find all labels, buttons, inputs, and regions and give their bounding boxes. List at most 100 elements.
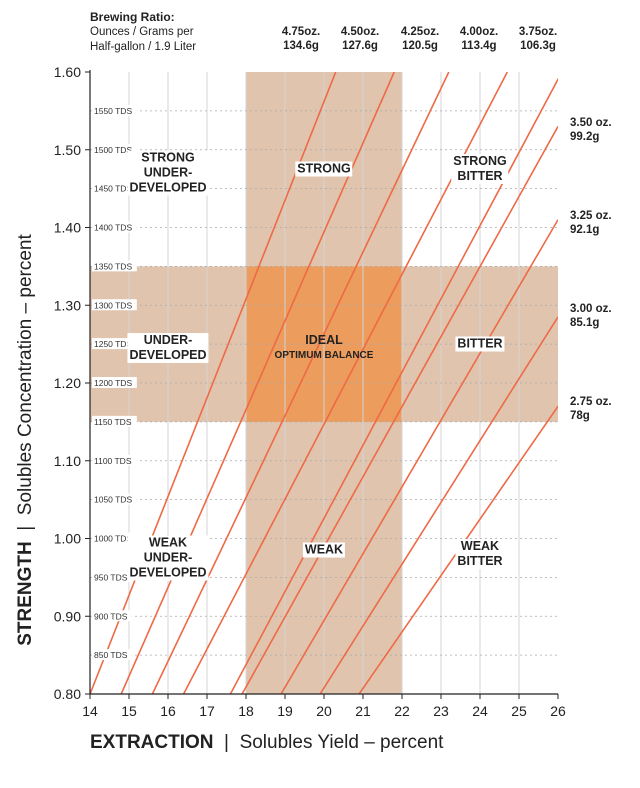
ratio-line bbox=[90, 72, 337, 694]
ratio-oz: 4.25oz. bbox=[400, 26, 440, 38]
region-label-strong-underdeveloped: STRONG UNDER- DEVELOPED bbox=[127, 150, 209, 196]
y-tick-label: 0.80 bbox=[54, 686, 81, 702]
x-tick-label: 18 bbox=[238, 703, 254, 719]
region-label-line: UNDER- bbox=[143, 550, 193, 565]
x-tick-label: 17 bbox=[199, 703, 215, 719]
y-axis-label: STRENGTH | Solubles Concentration – perc… bbox=[15, 234, 36, 646]
tds-label: 850 TDS bbox=[94, 650, 128, 660]
tds-label: 1350 TDS bbox=[94, 261, 132, 271]
region-label-weak: WEAK bbox=[302, 542, 346, 558]
y-tick-label: 1.20 bbox=[54, 375, 81, 391]
tds-label-bg bbox=[92, 104, 137, 116]
tds-label: 1000 TDS bbox=[94, 534, 132, 544]
tds-label: 900 TDS bbox=[94, 611, 128, 621]
tds-label-bg bbox=[92, 571, 132, 583]
y-tick-label: 1.10 bbox=[54, 453, 81, 469]
x-axis-label-rest: Solubles Yield – percent bbox=[239, 732, 444, 753]
ratio-oz: 3.25 oz. bbox=[570, 210, 612, 222]
ratio-oz: 4.00oz. bbox=[459, 26, 499, 38]
x-axis-label-bold: EXTRACTION bbox=[90, 732, 214, 753]
ratio-grams: 106.3g bbox=[520, 40, 556, 52]
ratio-grams: 85.1g bbox=[570, 317, 600, 329]
region-label-weak-bitter: WEAK BITTER bbox=[455, 539, 505, 570]
ratio-label-top: 3.75oz. 106.3g bbox=[508, 25, 568, 53]
x-tick-label: 25 bbox=[511, 703, 527, 719]
tds-label-bg bbox=[92, 338, 137, 350]
tds-label: 1300 TDS bbox=[94, 300, 132, 310]
ratio-grams: 113.4g bbox=[461, 40, 497, 52]
region-label-line: STRONG bbox=[141, 150, 195, 165]
tds-label: 1050 TDS bbox=[94, 495, 132, 505]
region-label-line: STRONG bbox=[453, 154, 507, 169]
ratio-label-side: 2.75 oz. 78g bbox=[570, 395, 612, 423]
tds-label-bg bbox=[92, 532, 137, 544]
region-label-line: BITTER bbox=[457, 336, 503, 351]
tds-label: 1400 TDS bbox=[94, 223, 132, 233]
ratio-oz: 2.75 oz. bbox=[570, 396, 612, 408]
ratio-grams: 92.1g bbox=[570, 224, 600, 236]
ratio-oz: 4.50oz. bbox=[340, 26, 380, 38]
tds-label-bg bbox=[92, 221, 137, 233]
region-label-line: BITTER bbox=[457, 554, 503, 569]
ratio-label-top: 4.50oz. 127.6g bbox=[330, 25, 390, 53]
x-tick-label: 15 bbox=[121, 703, 137, 719]
tds-label: 1250 TDS bbox=[94, 339, 132, 349]
tds-label: 1150 TDS bbox=[94, 417, 132, 427]
x-tick-label: 24 bbox=[472, 703, 488, 719]
ratio-label-top: 4.00oz. 113.4g bbox=[449, 25, 509, 53]
ratio-oz: 3.50 oz. bbox=[570, 117, 612, 129]
tds-label: 1450 TDS bbox=[94, 184, 132, 194]
x-tick-label: 22 bbox=[394, 703, 410, 719]
region-label-line: DEVELOPED bbox=[129, 348, 207, 362]
y-tick-label: 1.60 bbox=[54, 64, 81, 80]
ratio-grams: 134.6g bbox=[283, 40, 319, 52]
region-label-strong-bitter: STRONG BITTER bbox=[451, 154, 509, 185]
ratio-line bbox=[319, 316, 558, 694]
tds-label-bg bbox=[92, 493, 137, 505]
region-label-line: UNDER- bbox=[143, 165, 193, 180]
region-label-line: WEAK bbox=[304, 542, 344, 557]
region-label-line: WEAK bbox=[460, 539, 500, 554]
region-label-line: UNDER- bbox=[143, 333, 193, 347]
region-label-line: OPTIMUM BALANCE bbox=[274, 350, 374, 361]
x-tick-label: 26 bbox=[550, 703, 566, 719]
y-tick-label: 1.40 bbox=[54, 220, 81, 236]
tds-label-bg bbox=[92, 143, 137, 155]
tds-label: 1550 TDS bbox=[94, 106, 132, 116]
y-tick-label: 1.30 bbox=[54, 297, 81, 313]
tds-label-bg bbox=[92, 649, 132, 661]
region-label-strong: STRONG bbox=[295, 161, 353, 177]
tds-label-bg bbox=[92, 299, 137, 311]
region-label-ideal: IDEAL OPTIMUM BALANCE bbox=[273, 333, 376, 363]
y-tick-label: 1.00 bbox=[54, 531, 81, 547]
ratio-oz: 3.00 oz. bbox=[570, 303, 612, 315]
region-label-line: BITTER bbox=[457, 169, 503, 184]
ratio-label-top: 4.25oz. 120.5g bbox=[390, 25, 450, 53]
tds-label-bg bbox=[92, 182, 137, 194]
brewing-ratio-title: Brewing Ratio: bbox=[90, 10, 175, 24]
x-axis-label: EXTRACTION | Solubles Yield – percent bbox=[90, 732, 444, 753]
y-tick-label: 0.90 bbox=[54, 608, 81, 624]
ratio-line bbox=[151, 72, 450, 694]
ratio-grams: 99.2g bbox=[570, 131, 600, 143]
x-tick-label: 16 bbox=[160, 703, 176, 719]
tds-label: 950 TDS bbox=[94, 572, 128, 582]
region-label-underdeveloped: UNDER- DEVELOPED bbox=[127, 333, 209, 363]
y-tick-label: 1.50 bbox=[54, 142, 81, 158]
ratio-grams: 120.5g bbox=[402, 40, 438, 52]
region-label-line: DEVELOPED bbox=[129, 180, 207, 195]
region-label-weak-underdeveloped: WEAK UNDER- DEVELOPED bbox=[127, 535, 209, 581]
ratio-line bbox=[280, 219, 558, 694]
region-label-line: IDEAL bbox=[305, 333, 343, 347]
tds-label-bg bbox=[92, 260, 137, 272]
ratio-grams: 127.6g bbox=[342, 40, 378, 52]
ratio-label-side: 3.50 oz. 99.2g bbox=[570, 116, 612, 144]
region-label-line: WEAK bbox=[148, 535, 188, 550]
brewing-ratio-line1: Ounces / Grams per bbox=[90, 26, 194, 38]
y-axis-label-rest: Solubles Concentration – percent bbox=[15, 234, 36, 516]
region-label-line: DEVELOPED bbox=[129, 565, 207, 580]
region-label-line: STRONG bbox=[297, 161, 351, 176]
x-tick-label: 23 bbox=[433, 703, 449, 719]
tds-label-bg bbox=[92, 454, 137, 466]
tds-label-bg bbox=[92, 610, 132, 622]
